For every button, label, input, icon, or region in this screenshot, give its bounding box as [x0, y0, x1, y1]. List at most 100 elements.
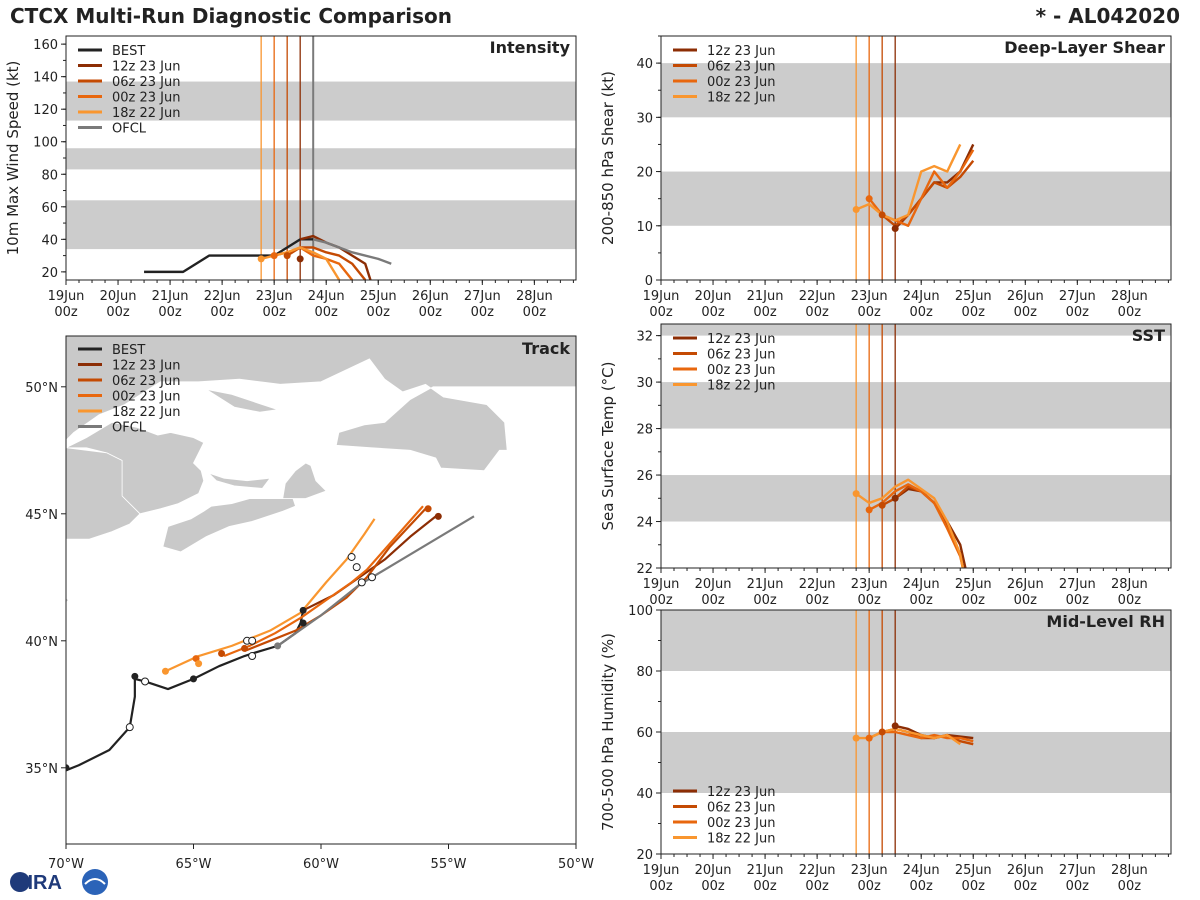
rh-xtick-label-line: 25Jun: [955, 863, 992, 878]
rh-xtick-label-line: 24Jun: [903, 863, 940, 878]
track-marker: [299, 619, 307, 627]
shear-xtick-label-line: 27Jun: [1059, 289, 1096, 304]
rh-ytick-label: 80: [636, 665, 653, 680]
intensity-band: [66, 148, 576, 170]
rh-xtick-label: 23Jun 00z: [851, 863, 888, 894]
track-legend-label: OFCL: [112, 421, 147, 436]
track-marker: [248, 652, 257, 661]
sst-xtick-label: 22Jun 00z: [799, 577, 836, 608]
sst-xtick-label-line: 00z: [753, 593, 777, 608]
shear-ytick-label: 40: [636, 57, 653, 72]
intensity-marker: [270, 252, 278, 260]
logo-emblem-icon: [82, 869, 108, 895]
rh-legend-label: 18z 22 Jun: [707, 832, 776, 847]
sst-xtick-label-line: 00z: [1066, 593, 1090, 608]
shear-marker: [891, 224, 899, 232]
shear-series-line: [881, 159, 975, 227]
shear-marker: [852, 206, 860, 214]
intensity-legend-label: OFCL: [112, 122, 147, 137]
intensity-xtick-label-line: 28Jun: [516, 289, 553, 304]
sst-legend-label: 12z 23 Jun: [707, 332, 776, 347]
sst-xtick-label-line: 27Jun: [1059, 577, 1096, 592]
sst-series-line: [868, 483, 965, 569]
shear-xtick-label: 28Jun 00z: [1111, 289, 1148, 320]
rh-legend-label: 06z 23 Jun: [707, 801, 776, 816]
rh-ylabel: 700-500 hPa Humidity (%): [599, 633, 617, 831]
track-marker: [218, 650, 226, 657]
rh-xtick-label: 21Jun 00z: [747, 863, 784, 894]
track-legend-label: 18z 22 Jun: [112, 405, 181, 420]
track-ytick-label: 45°N: [25, 508, 58, 523]
sst-xtick-label: 20Jun 00z: [695, 577, 732, 608]
shear-xtick-label-line: 25Jun: [955, 289, 992, 304]
intensity-xtick-label: 19Jun 00z: [48, 289, 85, 320]
shear-xtick-label: 23Jun 00z: [851, 289, 888, 320]
rh-xtick-label-line: 00z: [857, 879, 881, 894]
shear-marker: [865, 195, 873, 203]
track-legend-label: 00z 23 Jun: [112, 390, 181, 405]
intensity-xtick-label-line: 21Jun: [152, 289, 189, 304]
sst-xtick-label-line: 19Jun: [643, 577, 680, 592]
cira-logo: CIRA: [10, 869, 108, 895]
track-series-line: [164, 518, 376, 673]
sst-xtick-label-line: 00z: [910, 593, 934, 608]
rh-band: [661, 732, 1171, 793]
sst-xtick-label-line: 21Jun: [747, 577, 784, 592]
track-xtick-label: 60°W: [303, 857, 339, 872]
track-marker: [347, 552, 356, 561]
track-marker: [161, 667, 169, 675]
intensity-title: Intensity: [490, 38, 571, 57]
logo-globe-icon: [10, 872, 30, 892]
rh-xtick-label: 26Jun 00z: [1007, 863, 1044, 894]
intensity-ytick-label: 60: [41, 201, 58, 216]
sst-marker: [865, 506, 873, 514]
sst-legend-label: 06z 23 Jun: [707, 348, 776, 363]
land-polygon: [66, 539, 70, 604]
rh-series-line: [856, 727, 961, 746]
intensity-ytick-label: 120: [33, 103, 58, 118]
shear-xtick-label-line: 26Jun: [1007, 289, 1044, 304]
rh-xtick-label-line: 28Jun: [1111, 863, 1148, 878]
sst-series-line: [855, 478, 965, 569]
sst-xtick-label-line: 00z: [1118, 593, 1142, 608]
intensity-frame: [65, 35, 577, 281]
track-legend-label: 12z 23 Jun: [112, 359, 181, 374]
shear-band: [661, 171, 1171, 226]
shear-series-line: [855, 143, 962, 222]
track-marker: [141, 677, 150, 686]
sst-xtick-label: 19Jun 00z: [643, 577, 680, 608]
track-ytick-label: 35°N: [25, 762, 58, 777]
sst-xtick-label-line: 26Jun: [1007, 577, 1044, 592]
track-marker: [434, 512, 442, 520]
page-title: CTCX Multi-Run Diagnostic Comparison: [10, 4, 452, 28]
intensity-ytick-label: 160: [33, 38, 58, 53]
sst-xtick-label: 25Jun 00z: [955, 577, 992, 608]
track-marker: [357, 578, 366, 587]
intensity-xtick-label-line: 00z: [523, 305, 547, 320]
shear-ytick-label: 30: [636, 111, 653, 126]
shear-xtick-label: 19Jun 00z: [643, 289, 680, 320]
shear-xtick-label-line: 00z: [753, 305, 777, 320]
land-polygon: [208, 472, 271, 489]
intensity-xtick-label: 21Jun 00z: [152, 289, 189, 320]
sst-xtick-label: 27Jun 00z: [1059, 577, 1096, 608]
track-marker: [248, 636, 257, 645]
rh-xtick-label-line: 00z: [1014, 879, 1038, 894]
rh-ytick-label: 20: [636, 848, 653, 863]
land-polygon: [66, 336, 576, 472]
intensity-legend-label: 00z 23 Jun: [112, 91, 181, 106]
rh-xtick-label: 19Jun 00z: [643, 863, 680, 894]
rh-xtick-label: 20Jun 00z: [695, 863, 732, 894]
track-frame: [65, 335, 577, 845]
sst-xtick-label-line: 25Jun: [955, 577, 992, 592]
rh-xtick-label-line: 23Jun: [851, 863, 888, 878]
rh-marker: [852, 734, 860, 742]
track-marker: [368, 573, 376, 582]
intensity-marker: [283, 252, 291, 260]
shear-xtick-label: 22Jun 00z: [799, 289, 836, 320]
sst-xtick-label-line: 00z: [805, 593, 829, 608]
rh-title: Mid-Level RH: [1046, 612, 1165, 631]
shear-xtick-label-line: 22Jun: [799, 289, 836, 304]
